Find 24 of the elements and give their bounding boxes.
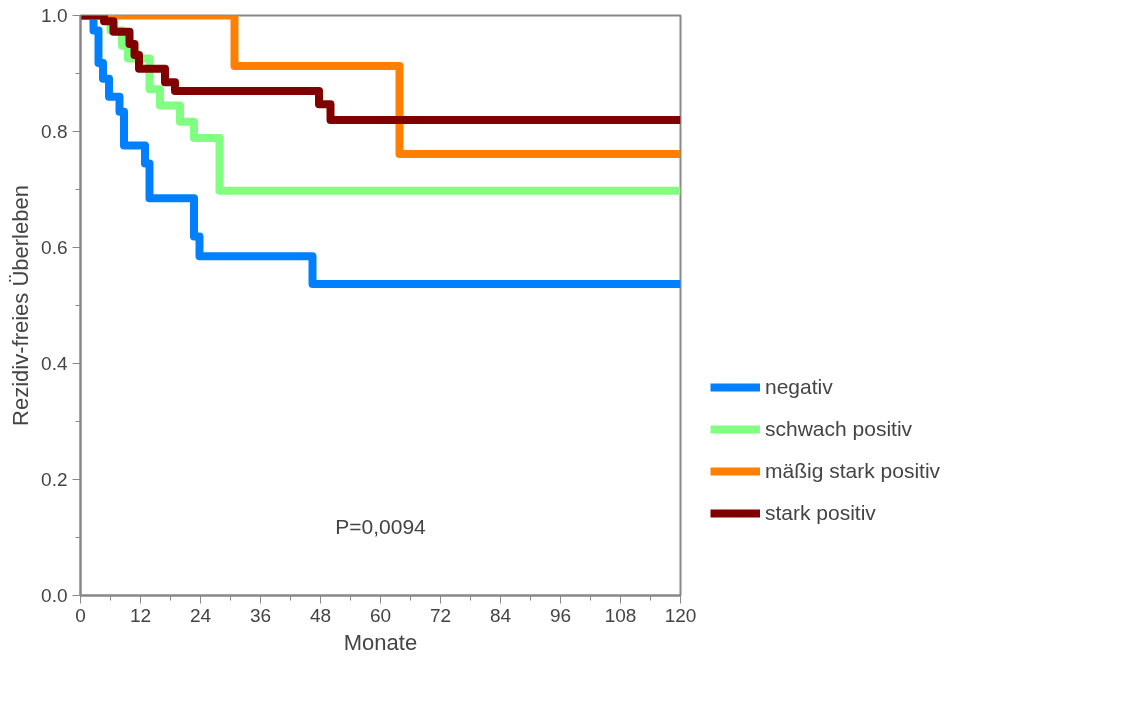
x-tick-label: 48 <box>309 604 332 626</box>
y-tick-label: 0.2 <box>41 469 68 490</box>
x-tick-label: 120 <box>664 604 697 626</box>
x-tick-label: 84 <box>489 604 512 626</box>
x-axis-title: Monate <box>343 629 418 655</box>
annotation: P=0,0094 <box>335 514 427 538</box>
y-tick-label: 1.0 <box>41 5 68 26</box>
y-tick-label: 0.8 <box>41 121 68 142</box>
y-tick-label: 0.4 <box>41 353 68 374</box>
legend-label: mäßig stark positiv <box>765 459 941 483</box>
y-tick-label: 0.6 <box>41 237 68 258</box>
x-tick-label: 36 <box>249 604 272 626</box>
x-tick-label: 24 <box>189 604 212 626</box>
x-tick-label: 96 <box>549 604 572 626</box>
legend-label: stark positiv <box>765 501 876 525</box>
x-tick-label: 0 <box>75 604 86 626</box>
x-tick-label: 72 <box>429 604 452 626</box>
x-tick-label: 12 <box>129 604 152 626</box>
legend-label: schwach positiv <box>765 417 913 441</box>
x-tick-label: 60 <box>369 604 392 626</box>
x-tick-label: 108 <box>604 604 637 626</box>
y-axis-title: Rezidiv-freies Überleben <box>8 185 34 426</box>
legend-label: negativ <box>765 375 833 399</box>
y-tick-label: 0.0 <box>41 585 68 606</box>
